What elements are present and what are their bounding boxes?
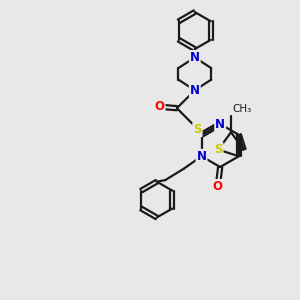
Text: N: N [196,150,207,163]
Text: N: N [215,118,225,130]
Text: S: S [214,143,223,156]
Text: N: N [190,51,200,64]
Text: S: S [193,123,202,136]
Text: N: N [190,84,200,97]
Text: CH₃: CH₃ [232,104,252,114]
Text: O: O [154,100,165,113]
Text: O: O [213,180,223,193]
